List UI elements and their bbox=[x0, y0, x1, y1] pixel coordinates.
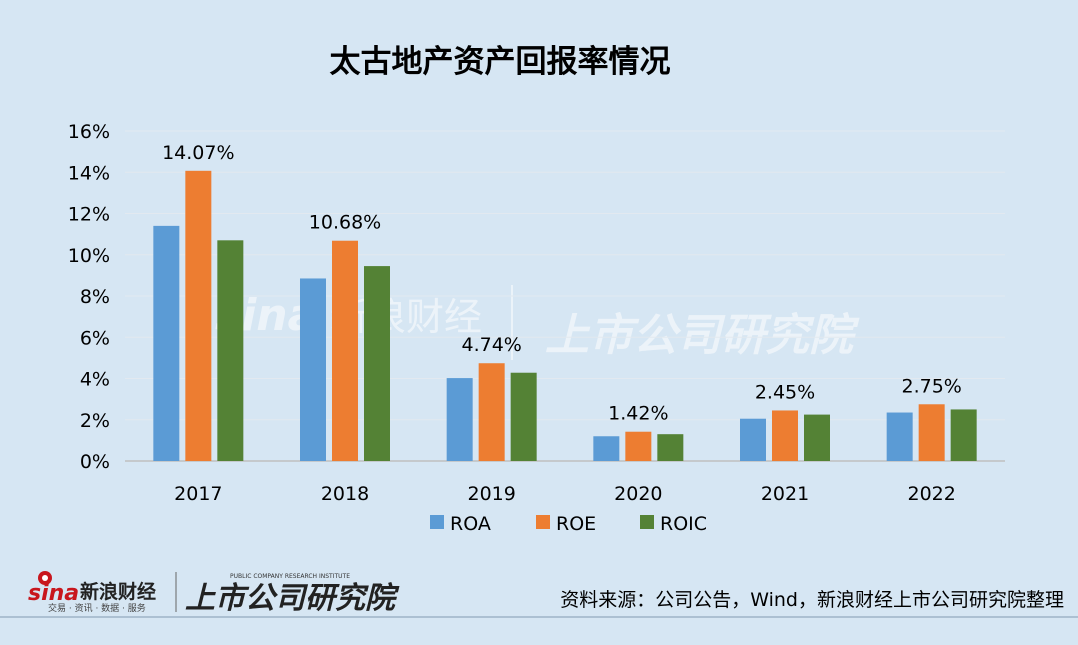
y-tick-label: 0% bbox=[80, 451, 110, 473]
bar-roe-2020 bbox=[625, 431, 652, 461]
bar-roe-2022 bbox=[918, 404, 945, 461]
logo-sina-text: sina bbox=[28, 581, 79, 606]
y-tick-label: 14% bbox=[68, 162, 110, 184]
logo-institute: 上市公司研究院 bbox=[185, 581, 400, 616]
data-label-2021: 2.45% bbox=[755, 381, 815, 403]
legend-item-roe: ROE bbox=[536, 513, 596, 535]
bar-roic-2019 bbox=[510, 372, 537, 461]
legend: ROA ROE ROIC bbox=[430, 513, 707, 535]
y-tick-label: 10% bbox=[68, 245, 110, 267]
y-tick-label: 6% bbox=[80, 327, 110, 349]
y-tick-label: 8% bbox=[80, 286, 110, 308]
bar-roa-2018 bbox=[300, 278, 326, 461]
data-label-2020: 1.42% bbox=[608, 403, 668, 425]
data-label-2019: 4.74% bbox=[461, 334, 521, 356]
y-tick-label: 12% bbox=[68, 204, 110, 226]
bar-roic-2021 bbox=[804, 414, 830, 461]
watermark-institute: 上市公司研究院 bbox=[545, 310, 860, 361]
x-tick-label: 2017 bbox=[174, 483, 222, 505]
data-labels: 14.07% 10.68% 4.74% 1.42% 2.45% 2.75% bbox=[162, 142, 962, 425]
bar-roe-2019 bbox=[478, 363, 505, 461]
bar-roic-2022 bbox=[950, 409, 977, 461]
bar-roic-2018 bbox=[364, 266, 390, 461]
legend-label: ROIC bbox=[660, 513, 707, 535]
footer-logo-institute: PUBLIC COMPANY RESEARCH INSTITUTE 上市公司研究… bbox=[185, 573, 400, 616]
legend-swatch bbox=[430, 515, 444, 529]
bar-roa-2021 bbox=[740, 418, 766, 461]
bar-roa-2017 bbox=[153, 225, 180, 461]
legend-swatch bbox=[536, 515, 550, 529]
logo-sina-cn: 新浪财经 bbox=[80, 580, 156, 603]
logo-sina-sub: 交易 · 资讯 · 数据 · 服务 bbox=[48, 602, 146, 614]
gridlines bbox=[125, 130, 1005, 462]
data-label-2018: 10.68% bbox=[309, 212, 381, 234]
bar-roe-2021 bbox=[772, 410, 798, 461]
bar-roa-2022 bbox=[886, 412, 913, 461]
y-tick-label: 16% bbox=[68, 121, 110, 143]
bar-roa-2020 bbox=[593, 436, 620, 461]
footer-logo-sina: sina 新浪财经 交易 · 资讯 · 数据 · 服务 bbox=[28, 571, 156, 614]
x-tick-label: 2022 bbox=[907, 483, 955, 505]
legend-label: ROE bbox=[556, 513, 596, 535]
legend-item-roic: ROIC bbox=[640, 513, 707, 535]
bars bbox=[153, 170, 977, 461]
bar-roa-2019 bbox=[446, 378, 473, 461]
y-tick-label: 4% bbox=[80, 369, 110, 391]
legend-swatch bbox=[640, 515, 654, 529]
x-tick-label: 2020 bbox=[614, 483, 662, 505]
logo-institute-en: PUBLIC COMPANY RESEARCH INSTITUTE bbox=[230, 573, 350, 580]
bar-roic-2020 bbox=[657, 434, 684, 461]
bar-roe-2018 bbox=[332, 240, 358, 461]
legend-item-roa: ROA bbox=[430, 513, 491, 535]
bar-roic-2017 bbox=[217, 240, 244, 461]
data-label-2022: 2.75% bbox=[901, 375, 961, 397]
data-label-2017: 14.07% bbox=[162, 142, 234, 164]
x-tick-label: 2019 bbox=[467, 483, 515, 505]
source-note: 资料来源：公司公告，Wind，新浪财经上市公司研究院整理 bbox=[560, 589, 1064, 611]
y-tick-label: 2% bbox=[80, 410, 110, 432]
chart-title: 太古地产资产回报率情况 bbox=[330, 44, 671, 80]
x-tick-label: 2021 bbox=[761, 483, 809, 505]
x-axis: 2017 2018 2019 2020 2021 2022 bbox=[174, 483, 956, 505]
x-tick-label: 2018 bbox=[321, 483, 369, 505]
y-axis: 0% 2% 4% 6% 8% 10% 12% 14% 16% bbox=[68, 121, 110, 473]
legend-label: ROA bbox=[450, 513, 491, 535]
bar-roe-2017 bbox=[185, 170, 212, 461]
